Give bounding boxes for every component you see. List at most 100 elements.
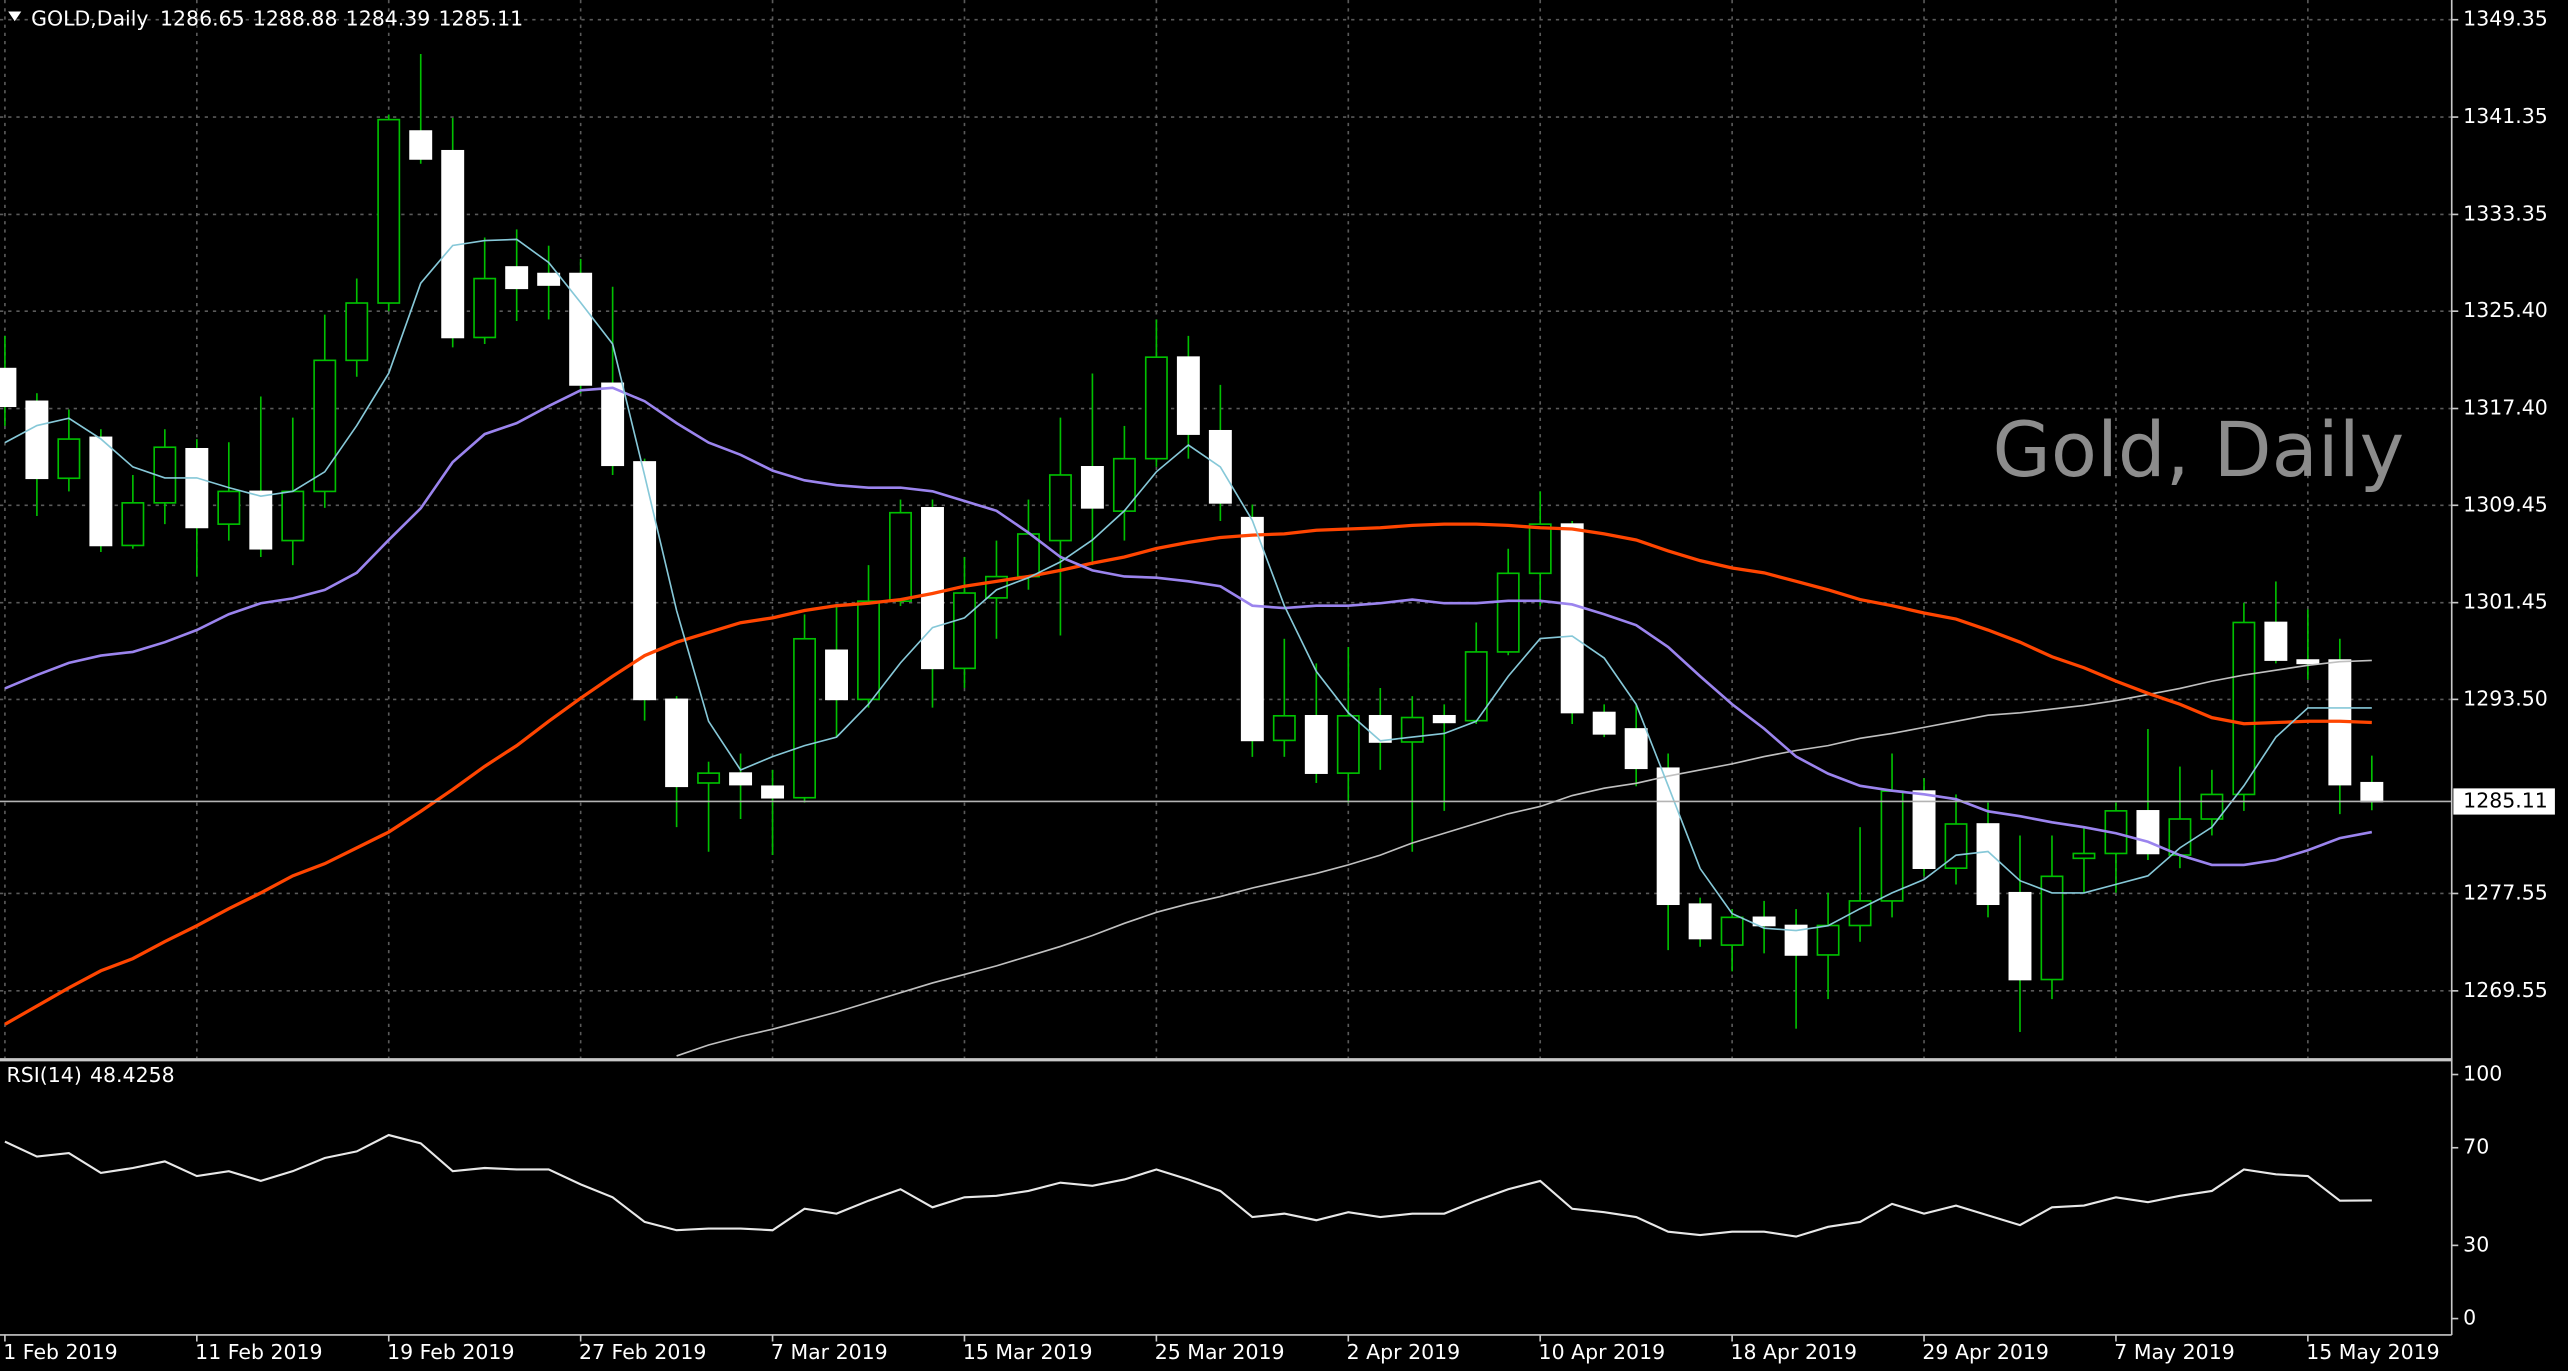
candle-body bbox=[2040, 875, 2064, 981]
y-tick-label: 1349.35 bbox=[2463, 7, 2548, 31]
line bbox=[4, 238, 2372, 932]
x-tick-label: 19 Feb 2019 bbox=[387, 1340, 514, 1364]
candle-body bbox=[569, 272, 593, 386]
y-tick-label: 1277.55 bbox=[2463, 880, 2548, 904]
candle-body bbox=[857, 600, 880, 701]
candle-body bbox=[1656, 767, 1680, 906]
line bbox=[4, 1133, 2372, 1238]
candle-body bbox=[409, 130, 433, 160]
y-tick-label: 30 bbox=[2463, 1232, 2489, 1256]
candle-body bbox=[729, 772, 753, 786]
candle-body bbox=[0, 367, 17, 408]
candle-body bbox=[1560, 523, 1584, 714]
candle-body bbox=[345, 302, 369, 362]
x-tick-label: 2 Apr 2019 bbox=[1347, 1340, 1461, 1364]
candle-body bbox=[2008, 891, 2032, 981]
candle-body bbox=[2200, 793, 2224, 820]
open-value: 1286.65 bbox=[160, 7, 245, 31]
candle-body bbox=[57, 438, 81, 480]
candle-body bbox=[2264, 621, 2288, 661]
candle-body bbox=[1528, 523, 1552, 575]
candle-body bbox=[1912, 790, 1936, 869]
candle-body bbox=[633, 461, 657, 701]
candle-body bbox=[953, 592, 976, 670]
candle-body bbox=[1976, 823, 2000, 906]
candle-body bbox=[121, 502, 145, 547]
x-tick-label: 10 Apr 2019 bbox=[1539, 1340, 1666, 1364]
candle-body bbox=[1880, 790, 1904, 902]
candle-body bbox=[1240, 516, 1264, 742]
rsi-title: RSI(14) bbox=[7, 1063, 82, 1087]
candle-body bbox=[889, 511, 912, 602]
candle-body bbox=[2136, 810, 2160, 855]
line bbox=[4, 386, 2373, 867]
candle-body bbox=[313, 359, 337, 493]
candle-body bbox=[1624, 728, 1648, 770]
candle-body bbox=[185, 447, 209, 529]
y-tick-label: 0 bbox=[2463, 1306, 2476, 1330]
candle-body bbox=[825, 649, 848, 701]
candle-body bbox=[1368, 714, 1392, 743]
x-tick-label: 18 Apr 2019 bbox=[1730, 1340, 1857, 1364]
line bbox=[676, 659, 2372, 1057]
candle-body bbox=[1336, 714, 1360, 774]
candle-body bbox=[1816, 924, 1840, 956]
candle-body bbox=[377, 118, 401, 304]
header: GOLD,Daily 1286.65 1288.88 1284.39 1285.11 bbox=[31, 7, 523, 31]
y-tick-label: 1301.45 bbox=[2463, 590, 2548, 614]
candle-body bbox=[1112, 457, 1136, 512]
menu-triangle[interactable] bbox=[8, 11, 22, 22]
current-price-box bbox=[2453, 788, 2555, 815]
candle-body bbox=[249, 490, 273, 550]
y-tick-label: 1325.40 bbox=[2463, 298, 2548, 322]
candle-body bbox=[1592, 711, 1616, 735]
candle-body bbox=[1144, 356, 1168, 460]
candle-body bbox=[601, 382, 625, 467]
candle-body bbox=[1752, 916, 1776, 927]
candle-body bbox=[2232, 621, 2256, 796]
y-tick-label: 1317.40 bbox=[2463, 396, 2548, 420]
x-tick-label: 15 May 2019 bbox=[2306, 1340, 2439, 1364]
line bbox=[4, 522, 2372, 1026]
x-tick-label: 27 Feb 2019 bbox=[579, 1340, 706, 1364]
high-value: 1288.88 bbox=[253, 7, 338, 31]
candle-body bbox=[1176, 356, 1200, 435]
low-value: 1284.39 bbox=[346, 7, 431, 31]
y-tick-label: 1333.35 bbox=[2463, 201, 2548, 225]
x-tick-label: 11 Feb 2019 bbox=[195, 1340, 322, 1364]
rsi-value: 48.4258 bbox=[90, 1063, 175, 1087]
candle-body bbox=[697, 772, 721, 784]
candle-body bbox=[921, 507, 944, 670]
x-tick-label: 7 Mar 2019 bbox=[771, 1340, 888, 1364]
candle-body bbox=[1432, 714, 1456, 724]
y-tick-label: 100 bbox=[2463, 1062, 2502, 1086]
candle-body bbox=[1944, 823, 1968, 869]
y-tick-label: 70 bbox=[2463, 1135, 2489, 1159]
candle-body bbox=[665, 698, 689, 788]
candle-body bbox=[1720, 916, 1744, 946]
y-tick-label: 1269.55 bbox=[2463, 978, 2548, 1002]
candle-body bbox=[1848, 900, 1872, 927]
y-tick-label: 1341.35 bbox=[2463, 104, 2548, 128]
candle-body bbox=[1688, 903, 1712, 940]
watermark: Gold, Daily bbox=[1993, 406, 2405, 494]
x-tick-label: 25 Mar 2019 bbox=[1155, 1340, 1285, 1364]
candle-body bbox=[761, 785, 785, 799]
candle-body bbox=[1272, 714, 1296, 742]
candle-body bbox=[2072, 852, 2096, 860]
candle-body bbox=[505, 266, 529, 290]
candle-body bbox=[1080, 466, 1104, 509]
close-value: 1285.11 bbox=[439, 7, 524, 31]
candle-body bbox=[1016, 533, 1040, 578]
x-tick-label: 1 Feb 2019 bbox=[3, 1340, 117, 1364]
candle-body bbox=[1304, 714, 1328, 774]
y-tick-label: 1293.50 bbox=[2463, 686, 2548, 710]
candle-body bbox=[281, 490, 305, 542]
x-tick-label: 15 Mar 2019 bbox=[963, 1340, 1093, 1364]
y-tick-label: 1309.45 bbox=[2463, 492, 2548, 516]
current-price-label: 1285.11 bbox=[2463, 788, 2548, 812]
marks-layer bbox=[0, 54, 2452, 1238]
